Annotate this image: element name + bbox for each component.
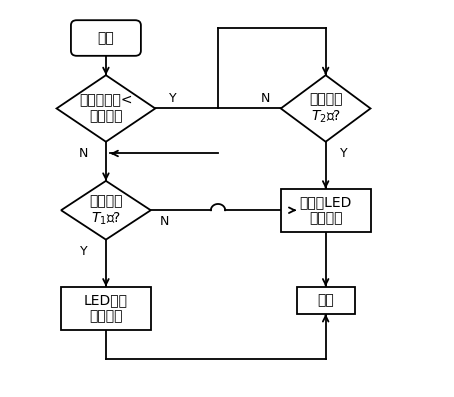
Text: N: N: [159, 216, 169, 229]
Text: 蓄电池电压<
过放电压: 蓄电池电压< 过放电压: [79, 93, 133, 123]
Text: LED负载
全部点亮: LED负载 全部点亮: [84, 293, 128, 323]
Polygon shape: [61, 181, 151, 240]
FancyBboxPatch shape: [71, 20, 141, 56]
Text: 开始: 开始: [98, 31, 114, 45]
Text: Y: Y: [340, 147, 347, 160]
Text: N: N: [261, 92, 270, 105]
Polygon shape: [281, 75, 370, 142]
Bar: [61, 287, 151, 330]
Text: 返回: 返回: [317, 293, 334, 307]
Text: 定时时间
$T_1$到?: 定时时间 $T_1$到?: [89, 194, 123, 227]
Text: Y: Y: [169, 92, 177, 105]
Text: 定时时间
$T_2$到?: 定时时间 $T_2$到?: [309, 92, 342, 125]
Bar: [296, 287, 355, 314]
Polygon shape: [57, 75, 155, 142]
Text: 半功率LED
负载点亮: 半功率LED 负载点亮: [300, 195, 352, 225]
Text: N: N: [79, 147, 88, 160]
Bar: [281, 189, 370, 232]
Text: Y: Y: [80, 245, 87, 258]
